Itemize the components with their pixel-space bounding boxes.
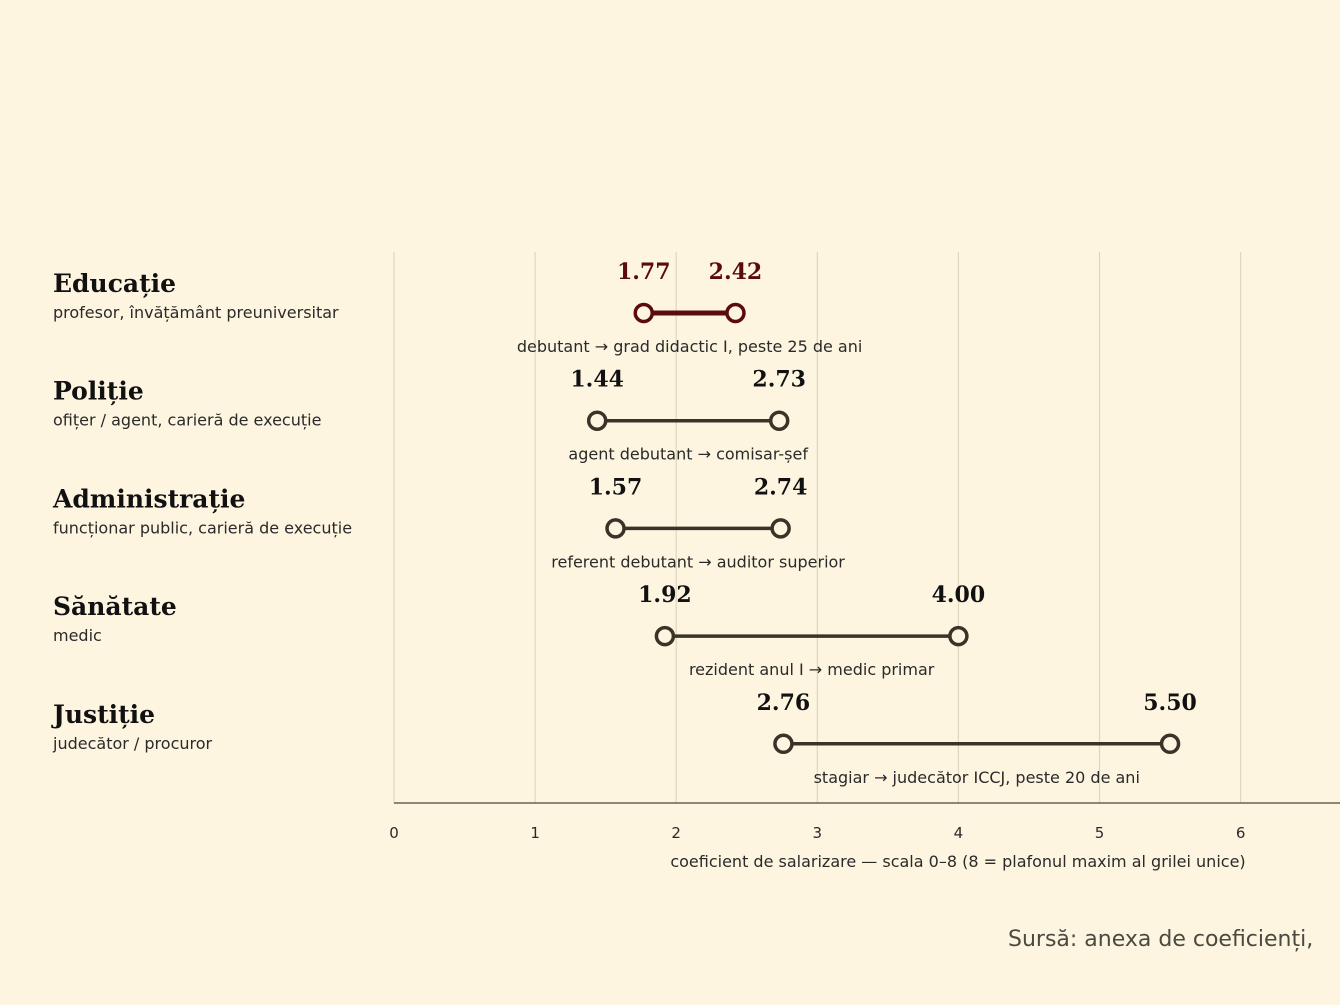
min-value-label: 1.92 <box>638 582 692 608</box>
x-axis-title: coeficient de salarizare — scala 0–8 (8 … <box>670 852 1245 871</box>
range-max-point <box>770 518 791 539</box>
range-note: rezident anul I → medic primar <box>689 660 935 679</box>
range-max-point <box>725 302 746 324</box>
grid-lines <box>393 252 1242 803</box>
max-value-label: 4.00 <box>932 582 986 608</box>
x-tick-label-5: 5 <box>1095 824 1105 842</box>
min-value-label: 1.44 <box>570 367 624 393</box>
row-2: Administrație funcționar public, carieră … <box>52 474 845 571</box>
x-tick-label-0: 0 <box>389 824 399 842</box>
row-3: Sănătate medic 1.92 4.00 rezident anul I → m… <box>53 582 985 679</box>
min-value-label: 2.76 <box>757 690 811 716</box>
source-note: Sursă: anexa de coeficienți, <box>1008 927 1313 952</box>
range-note: agent debutant → comisar-șef <box>568 445 808 464</box>
category-name: Sănătate <box>53 592 177 621</box>
category-subtitle: ofițer / agent, carieră de execuție <box>53 411 321 430</box>
max-value-label: 2.74 <box>754 474 808 500</box>
x-tick-label-6: 6 <box>1236 824 1246 842</box>
x-tick-label-3: 3 <box>813 824 823 842</box>
row-0: Educație profesor, învățământ preuniversi… <box>53 259 862 356</box>
range-max-point <box>948 625 969 647</box>
category-name: Educație <box>53 269 176 298</box>
x-axis: 0 1 2 3 4 5 6 <box>389 802 1340 842</box>
row-1: Poliție ofițer / agent, carieră de execuț… <box>53 367 808 464</box>
x-tick-label-4: 4 <box>954 824 964 842</box>
category-subtitle: medic <box>53 626 102 645</box>
range-note: stagiar → judecător ICCJ, peste 20 de an… <box>814 768 1140 787</box>
range-min-point <box>633 302 654 324</box>
category-name: Poliție <box>53 377 144 406</box>
x-tick-label-2: 2 <box>671 824 681 842</box>
category-subtitle: judecător / procuror <box>52 734 213 753</box>
range-min-point <box>605 518 626 539</box>
category-subtitle: funcționar public, carieră de execuție <box>53 518 352 537</box>
max-value-label: 2.42 <box>709 259 763 285</box>
min-value-label: 1.77 <box>617 259 671 285</box>
category-subtitle: profesor, învățământ preuniversitar <box>53 303 339 322</box>
range-max-point <box>1159 733 1181 755</box>
category-name: Administrație <box>52 484 245 513</box>
range-min-point <box>654 625 676 647</box>
range-note: debutant → grad didactic I, peste 25 de … <box>517 337 862 356</box>
max-value-label: 5.50 <box>1143 690 1197 716</box>
category-rows: Educație profesor, învățământ preuniversi… <box>51 259 1197 787</box>
category-name: Justiție <box>51 700 155 729</box>
min-value-label: 1.57 <box>589 474 643 500</box>
range-min-point <box>773 733 794 755</box>
row-4: Justiție judecător / procuror 2.76 5.50 stag… <box>51 690 1197 787</box>
x-tick-label-1: 1 <box>530 824 540 842</box>
range-min-point <box>586 410 608 431</box>
range-max-point <box>768 410 790 431</box>
max-value-label: 2.73 <box>752 367 806 393</box>
range-note: referent debutant → auditor superior <box>551 552 845 571</box>
